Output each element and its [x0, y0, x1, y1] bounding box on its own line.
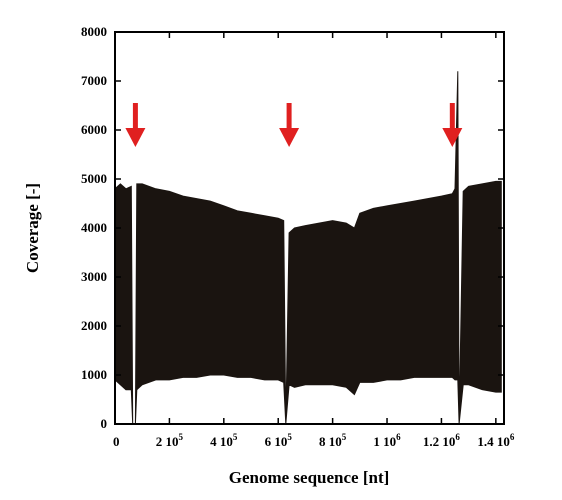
x-axis-title: Genome sequence [nt]	[229, 468, 390, 487]
x-tick-label: 8 105	[319, 432, 347, 449]
y-tick-label: 1000	[81, 367, 107, 382]
x-tick-label: 4 105	[210, 432, 238, 449]
x-tick-label: 0	[113, 434, 120, 449]
y-tick-label: 0	[101, 416, 108, 431]
y-axis-title: Coverage [-]	[23, 183, 42, 273]
red-arrow-1	[125, 103, 146, 147]
x-tick-label: 1.2 106	[423, 432, 461, 449]
x-tick-label: 6 105	[265, 432, 293, 449]
coverage-series-0	[114, 71, 502, 425]
x-tick-label: 1.4 106	[477, 432, 515, 449]
y-tick-label: 3000	[81, 269, 107, 284]
x-axis: 0 2 105 4 105 6 105 8 105 1 106 1.2 106 1.4 106	[113, 32, 515, 449]
red-arrow-3	[442, 103, 463, 147]
y-tick-label: 2000	[81, 318, 107, 333]
red-arrow-2	[279, 103, 300, 147]
y-tick-label: 6000	[81, 122, 107, 137]
y-tick-label: 5000	[81, 171, 107, 186]
x-tick-label: 1 106	[373, 432, 401, 449]
y-tick-label: 8000	[81, 24, 107, 39]
plot-area	[114, 71, 502, 425]
y-tick-label: 4000	[81, 220, 107, 235]
y-tick-label: 7000	[81, 73, 107, 88]
annotation-arrows	[125, 103, 463, 147]
x-tick-label: 2 105	[156, 432, 184, 449]
y-axis: 0 1000 2000 3000 4000 5000 6000 7000 8000	[81, 24, 504, 431]
